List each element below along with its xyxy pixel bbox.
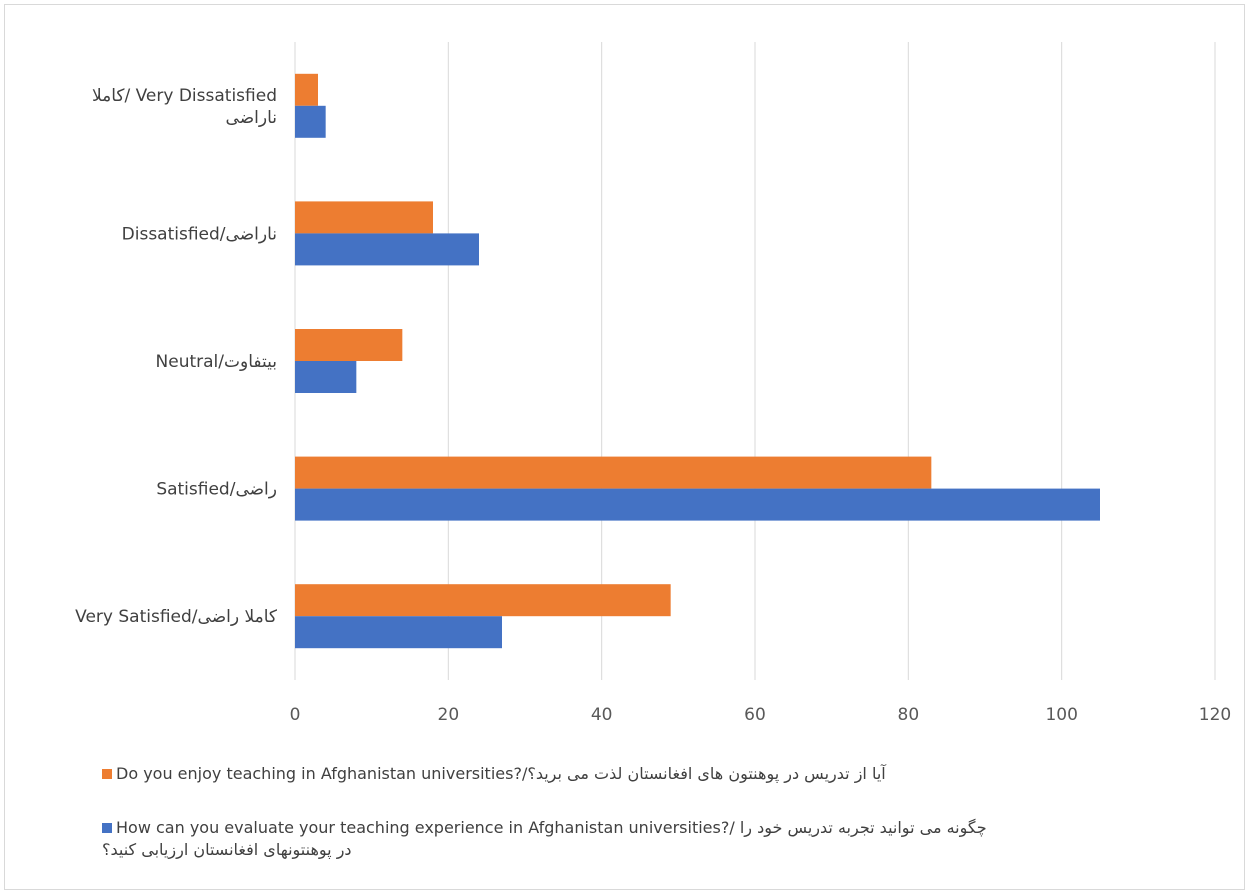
bar-enjoy-teaching [295,201,433,234]
x-tick-label: 60 [744,705,766,725]
x-tick-label: 100 [1045,705,1077,725]
legend-entry-orange: Do you enjoy teaching in Afghanistan uni… [102,763,1202,785]
x-tick-label: 0 [290,705,301,725]
category-label: Satisfied/راضی [156,480,277,500]
legend-label: Do you enjoy teaching in Afghanistan uni… [116,764,886,783]
legend-label-line: How can you evaluate your teaching exper… [116,818,987,837]
x-tick-label: 120 [1199,705,1231,725]
category-label: کاملا/ Very Dissatisfied [92,86,277,106]
legend-label: How can you evaluate your teaching exper… [102,818,987,859]
x-tick-labels: 0 20 40 60 80 100 120 [290,705,1232,725]
bar-enjoy-teaching [295,584,671,617]
category-label: Dissatisfied/ناراضی [122,224,277,244]
bar-enjoy-teaching [295,73,318,106]
legend-swatch [102,823,112,833]
category-label: ناراضی [226,108,277,128]
bar-enjoy-teaching [295,329,403,361]
gridlines [294,42,1216,680]
legend-swatch [102,769,112,779]
legend-label-line: در پوهنتونهای افغانستان ارزیابی کنید؟ [102,840,352,859]
legend-entry-blue: How can you evaluate your teaching exper… [102,817,1202,861]
bar-evaluate-experience [295,233,479,266]
category-label: Very Satisfied/کاملا راضی [75,607,278,627]
x-tick-label: 20 [438,705,460,725]
bar-evaluate-experience [295,616,502,649]
bar-evaluate-experience [295,488,1100,521]
category-label: Neutral/بیتفاوت [156,352,277,372]
x-tick-label: 80 [898,705,920,725]
bar-evaluate-experience [295,105,326,138]
bar-evaluate-experience [295,361,357,393]
x-tick-label: 40 [591,705,613,725]
bars [295,73,1100,649]
category-labels: Very Satisfied/کاملا راضی Satisfied/راضی N… [75,86,278,627]
chart-frame [4,4,1245,890]
legend-label-line: Do you enjoy teaching in Afghanistan uni… [116,764,886,783]
bar-enjoy-teaching [295,456,932,489]
